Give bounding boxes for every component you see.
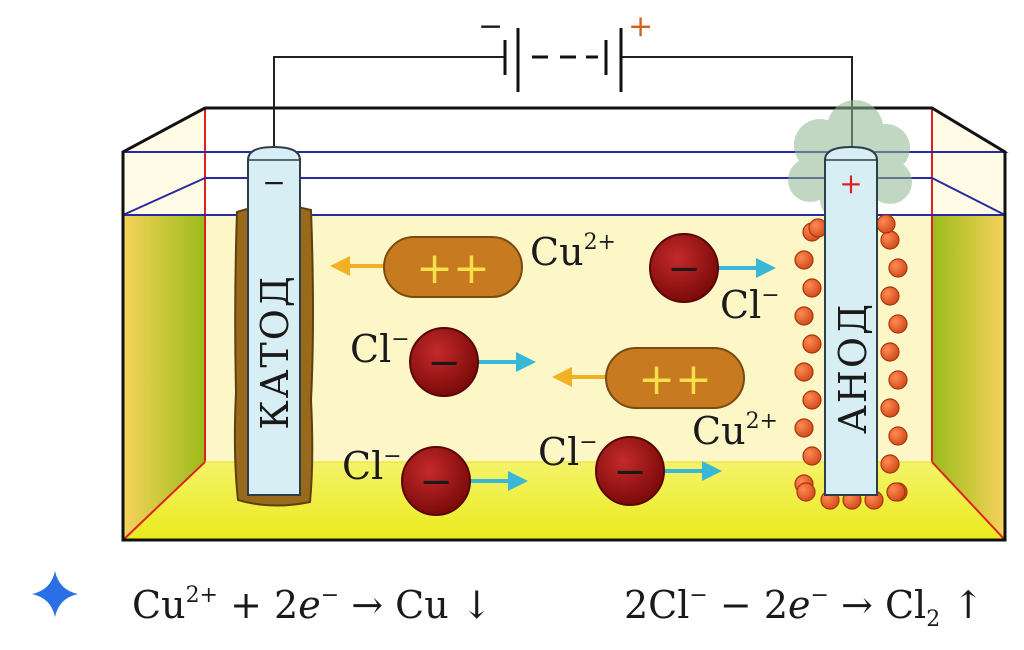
battery-plus-sign: +: [628, 9, 653, 44]
chlorine-bubble: [880, 230, 900, 250]
chlorine-bubble: [880, 398, 900, 418]
anion-charge: −: [667, 246, 701, 292]
cl-label: Cl−: [538, 430, 598, 474]
battery-minus-sign: −: [478, 9, 503, 44]
sparkle-icon: [32, 571, 78, 617]
cation-charge: ++: [416, 243, 490, 294]
chlorine-bubbles: [794, 214, 908, 510]
anode-sign: +: [839, 167, 862, 200]
cathode-sign: −: [262, 166, 285, 199]
battery: [503, 28, 623, 92]
chlorine-bubble: [880, 454, 900, 474]
vessel-left-upper-wall: [123, 108, 205, 215]
arrow-to-anode: [516, 352, 536, 372]
arrow-to-cathode: [552, 367, 572, 387]
chlorine-bubble: [794, 306, 814, 326]
cation-1: ++ Cu2+: [330, 230, 616, 298]
chlorine-bubble: [802, 390, 822, 410]
cation-2: ++ Cu2+: [552, 347, 778, 453]
chlorine-bubble: [888, 370, 908, 390]
cathode: − КАТОД: [233, 145, 314, 507]
arrow-to-anode: [756, 258, 776, 278]
cathode-label: КАТОД: [253, 274, 297, 430]
electrolyte-bottom: [123, 462, 1005, 540]
anion-4: − Cl−: [538, 430, 722, 506]
chlorine-bubble: [888, 314, 908, 334]
anion-1: − Cl−: [649, 233, 780, 327]
cu-label: Cu2+: [692, 409, 778, 453]
anode-label: АНОД: [831, 302, 875, 434]
chlorine-bubble: [886, 482, 906, 502]
anode: + АНОД: [788, 100, 912, 510]
vessel-right-wall: [932, 215, 1005, 540]
vessel-left-wall: [123, 215, 205, 540]
cu-label: Cu2+: [530, 230, 616, 274]
anion-3: − Cl−: [342, 444, 528, 516]
arrow-to-anode: [702, 461, 722, 481]
chlorine-bubble: [802, 278, 822, 298]
arrow-to-anode: [508, 471, 528, 491]
chlorine-bubble: [802, 334, 822, 354]
chlorine-bubble: [794, 418, 814, 438]
chlorine-bubble: [796, 482, 816, 502]
chlorine-bubble: [888, 258, 908, 278]
anion-charge: −: [613, 449, 647, 495]
circuit: − +: [273, 9, 853, 150]
chlorine-bubble: [794, 250, 814, 270]
chlorine-bubble: [794, 362, 814, 382]
anion-2: − Cl−: [350, 327, 536, 397]
cl-label: Cl−: [720, 283, 780, 327]
chlorine-bubble: [802, 446, 822, 466]
anion-charge: −: [419, 459, 453, 505]
cl-label: Cl−: [342, 444, 402, 488]
arrow-to-cathode: [330, 256, 350, 276]
cl-label: Cl−: [350, 327, 410, 371]
cation-charge: ++: [638, 354, 712, 405]
chlorine-bubble: [876, 214, 896, 234]
chlorine-bubble: [880, 286, 900, 306]
wire-to-cathode: [273, 56, 505, 150]
vessel-right-upper-wall: [932, 108, 1005, 215]
cathode-equation: Cu2+ + 2e− → Cu ↓: [132, 583, 493, 627]
anion-charge: −: [427, 340, 461, 386]
anode-equation: 2Cl− − 2e− → Cl2 ↑: [624, 583, 985, 632]
chlorine-bubble: [888, 426, 908, 446]
chlorine-bubble: [880, 342, 900, 362]
